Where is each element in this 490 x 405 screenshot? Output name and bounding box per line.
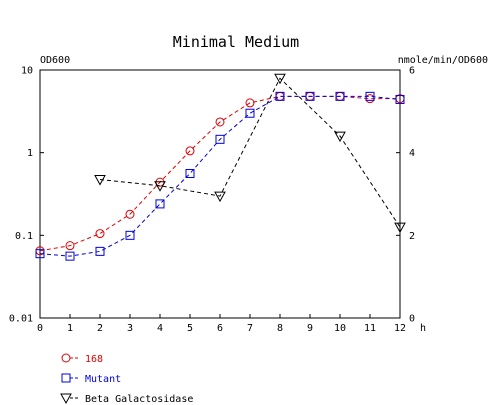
series-1	[35, 91, 405, 261]
data-point	[365, 91, 375, 101]
y-left-tick-label: 1	[27, 148, 33, 159]
legend-item: Beta Galactosidase	[60, 393, 193, 405]
plot-frame	[39, 69, 401, 319]
data-point	[395, 94, 405, 104]
series-0	[35, 91, 405, 256]
legend-item: 168	[61, 353, 103, 365]
data-point	[95, 229, 105, 239]
legend-marker	[61, 373, 71, 383]
series-2	[94, 73, 406, 234]
x-tick-label: 11	[364, 323, 376, 334]
data-point	[65, 241, 75, 251]
x-tick-label: 7	[247, 323, 253, 334]
data-point	[185, 168, 195, 178]
data-point	[215, 134, 225, 144]
y-left-tick-label: 10	[21, 66, 33, 77]
series-layer	[35, 73, 406, 261]
x-tick-label: 6	[217, 323, 223, 334]
x-tick-label: 4	[157, 323, 163, 334]
legend-marker	[61, 353, 71, 363]
data-point	[215, 117, 225, 127]
y-right-tick-label: 6	[409, 66, 415, 77]
series-line	[39, 95, 401, 257]
data-point	[95, 246, 105, 256]
legend-label: Beta Galactosidase	[85, 394, 193, 405]
x-tick-label: 2	[97, 323, 103, 334]
y-left-tick-label: 0.1	[15, 231, 33, 242]
x-tick-label: 3	[127, 323, 133, 334]
y-right-tick-label: 4	[409, 148, 415, 159]
data-point	[245, 108, 255, 118]
data-point	[334, 131, 346, 143]
data-point	[245, 98, 255, 108]
chart-title: Minimal Medium	[173, 33, 299, 51]
legend-marker	[60, 393, 72, 405]
y-right-tick-label: 2	[409, 231, 415, 242]
legend: 168 Mutant Beta Galactosidase	[60, 353, 193, 405]
data-point	[214, 191, 226, 203]
data-point	[154, 181, 166, 192]
y-left-tick-label: 0.01	[9, 314, 33, 325]
y-right-tick-label: 0	[409, 314, 415, 325]
x-axis-label: h	[420, 323, 426, 334]
y-left-axis-label: OD600	[40, 55, 70, 66]
data-point	[275, 91, 285, 101]
axes	[39, 69, 401, 319]
data-point	[125, 230, 135, 240]
data-point	[94, 175, 106, 186]
data-point	[185, 146, 195, 156]
data-point	[65, 251, 75, 261]
x-tick-label: 12	[394, 323, 406, 334]
data-point	[155, 199, 165, 209]
x-tick-label: 9	[307, 323, 313, 334]
data-point	[35, 249, 45, 259]
x-tick-label: 10	[334, 323, 346, 334]
data-point	[125, 209, 135, 219]
series-line	[39, 95, 400, 252]
series-line	[99, 77, 401, 228]
x-tick-label: 8	[277, 323, 283, 334]
data-point	[394, 222, 406, 234]
x-tick-label: 1	[67, 323, 73, 334]
y-right-axis-label: nmole/min/OD600	[398, 55, 488, 66]
data-point	[274, 73, 286, 85]
legend-item: Mutant	[61, 373, 121, 385]
data-point	[305, 91, 315, 101]
x-tick-label: 0	[37, 323, 43, 334]
data-point	[335, 91, 345, 101]
x-tick-label: 5	[187, 323, 193, 334]
legend-label: 168	[85, 354, 103, 365]
legend-label: Mutant	[85, 374, 121, 385]
